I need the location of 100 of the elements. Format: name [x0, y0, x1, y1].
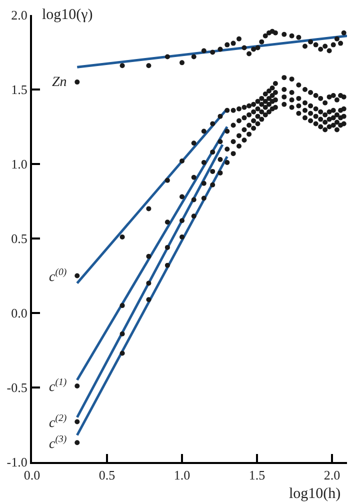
- point: [242, 104, 247, 110]
- point: [330, 108, 336, 113]
- point: [191, 214, 196, 219]
- point: [224, 108, 230, 113]
- point: [246, 112, 252, 118]
- x-tick-label: 1.0: [174, 468, 190, 483]
- point: [313, 114, 318, 119]
- x-tick-label: 0.0: [24, 468, 40, 483]
- point: [246, 103, 252, 108]
- point: [282, 32, 287, 37]
- y-tick-label: -0.5: [6, 380, 28, 396]
- point: [74, 440, 80, 446]
- point: [341, 30, 346, 36]
- point: [236, 36, 242, 42]
- point: [242, 138, 247, 143]
- point: [120, 350, 125, 356]
- point: [318, 116, 324, 122]
- point: [296, 110, 302, 116]
- x-tick-label: 2.0: [324, 468, 340, 483]
- point: [302, 108, 308, 113]
- point: [164, 220, 170, 225]
- point: [282, 75, 287, 80]
- point: [120, 331, 125, 336]
- point: [236, 133, 242, 138]
- point: [236, 106, 242, 112]
- point: [326, 94, 332, 100]
- point: [180, 234, 184, 240]
- point: [224, 128, 230, 134]
- point: [164, 262, 170, 268]
- point: [201, 48, 206, 54]
- point: [246, 122, 252, 128]
- point: [282, 94, 287, 100]
- point: [230, 151, 236, 156]
- point: [191, 140, 196, 146]
- point: [289, 33, 294, 38]
- point: [313, 121, 318, 126]
- point: [242, 127, 247, 132]
- x-axis-title: log10(h): [289, 486, 341, 502]
- series-label: Zn: [52, 75, 67, 90]
- point: [259, 102, 264, 107]
- point: [230, 122, 236, 128]
- point: [326, 48, 332, 54]
- point: [259, 116, 264, 122]
- point: [302, 87, 308, 92]
- point: [224, 146, 230, 152]
- point: [259, 39, 264, 44]
- y-tick-label: 0.5: [11, 231, 28, 246]
- point: [236, 144, 242, 149]
- point: [334, 36, 340, 42]
- point: [282, 102, 287, 107]
- point: [272, 90, 278, 95]
- point: [191, 174, 196, 180]
- point: [242, 115, 247, 120]
- point: [146, 63, 152, 68]
- point: [272, 30, 278, 36]
- point: [246, 132, 252, 137]
- point: [224, 42, 230, 48]
- point: [210, 150, 216, 155]
- point: [146, 254, 152, 259]
- point: [272, 104, 278, 110]
- point: [259, 96, 264, 101]
- point: [262, 112, 268, 118]
- point: [74, 80, 80, 85]
- point: [341, 121, 346, 126]
- point: [313, 106, 318, 112]
- y-tick-label: 2.0: [11, 8, 28, 23]
- point: [255, 45, 260, 50]
- point: [318, 46, 324, 52]
- series-label: c$^{(1)}$: [49, 377, 67, 395]
- point: [334, 97, 340, 102]
- point: [308, 39, 314, 44]
- point: [74, 419, 80, 424]
- point: [302, 44, 308, 49]
- point: [322, 120, 328, 125]
- point: [164, 54, 170, 60]
- point: [266, 109, 272, 114]
- x-tick-label: 1.5: [248, 468, 266, 483]
- point: [330, 115, 336, 120]
- point: [180, 194, 184, 200]
- point: [262, 98, 268, 104]
- point: [255, 114, 260, 119]
- point: [308, 103, 314, 108]
- point: [210, 182, 216, 188]
- point: [218, 139, 223, 144]
- point: [201, 196, 206, 201]
- point: [341, 94, 346, 100]
- point: [180, 158, 184, 164]
- point: [338, 40, 344, 46]
- point: [201, 180, 206, 186]
- point: [262, 33, 268, 38]
- point: [296, 82, 302, 88]
- point: [191, 197, 196, 202]
- point: [146, 297, 152, 302]
- point: [266, 88, 272, 94]
- point: [334, 127, 340, 132]
- point: [272, 97, 278, 102]
- point: [282, 87, 287, 92]
- point: [308, 110, 314, 116]
- point: [180, 218, 184, 224]
- point: [262, 104, 268, 110]
